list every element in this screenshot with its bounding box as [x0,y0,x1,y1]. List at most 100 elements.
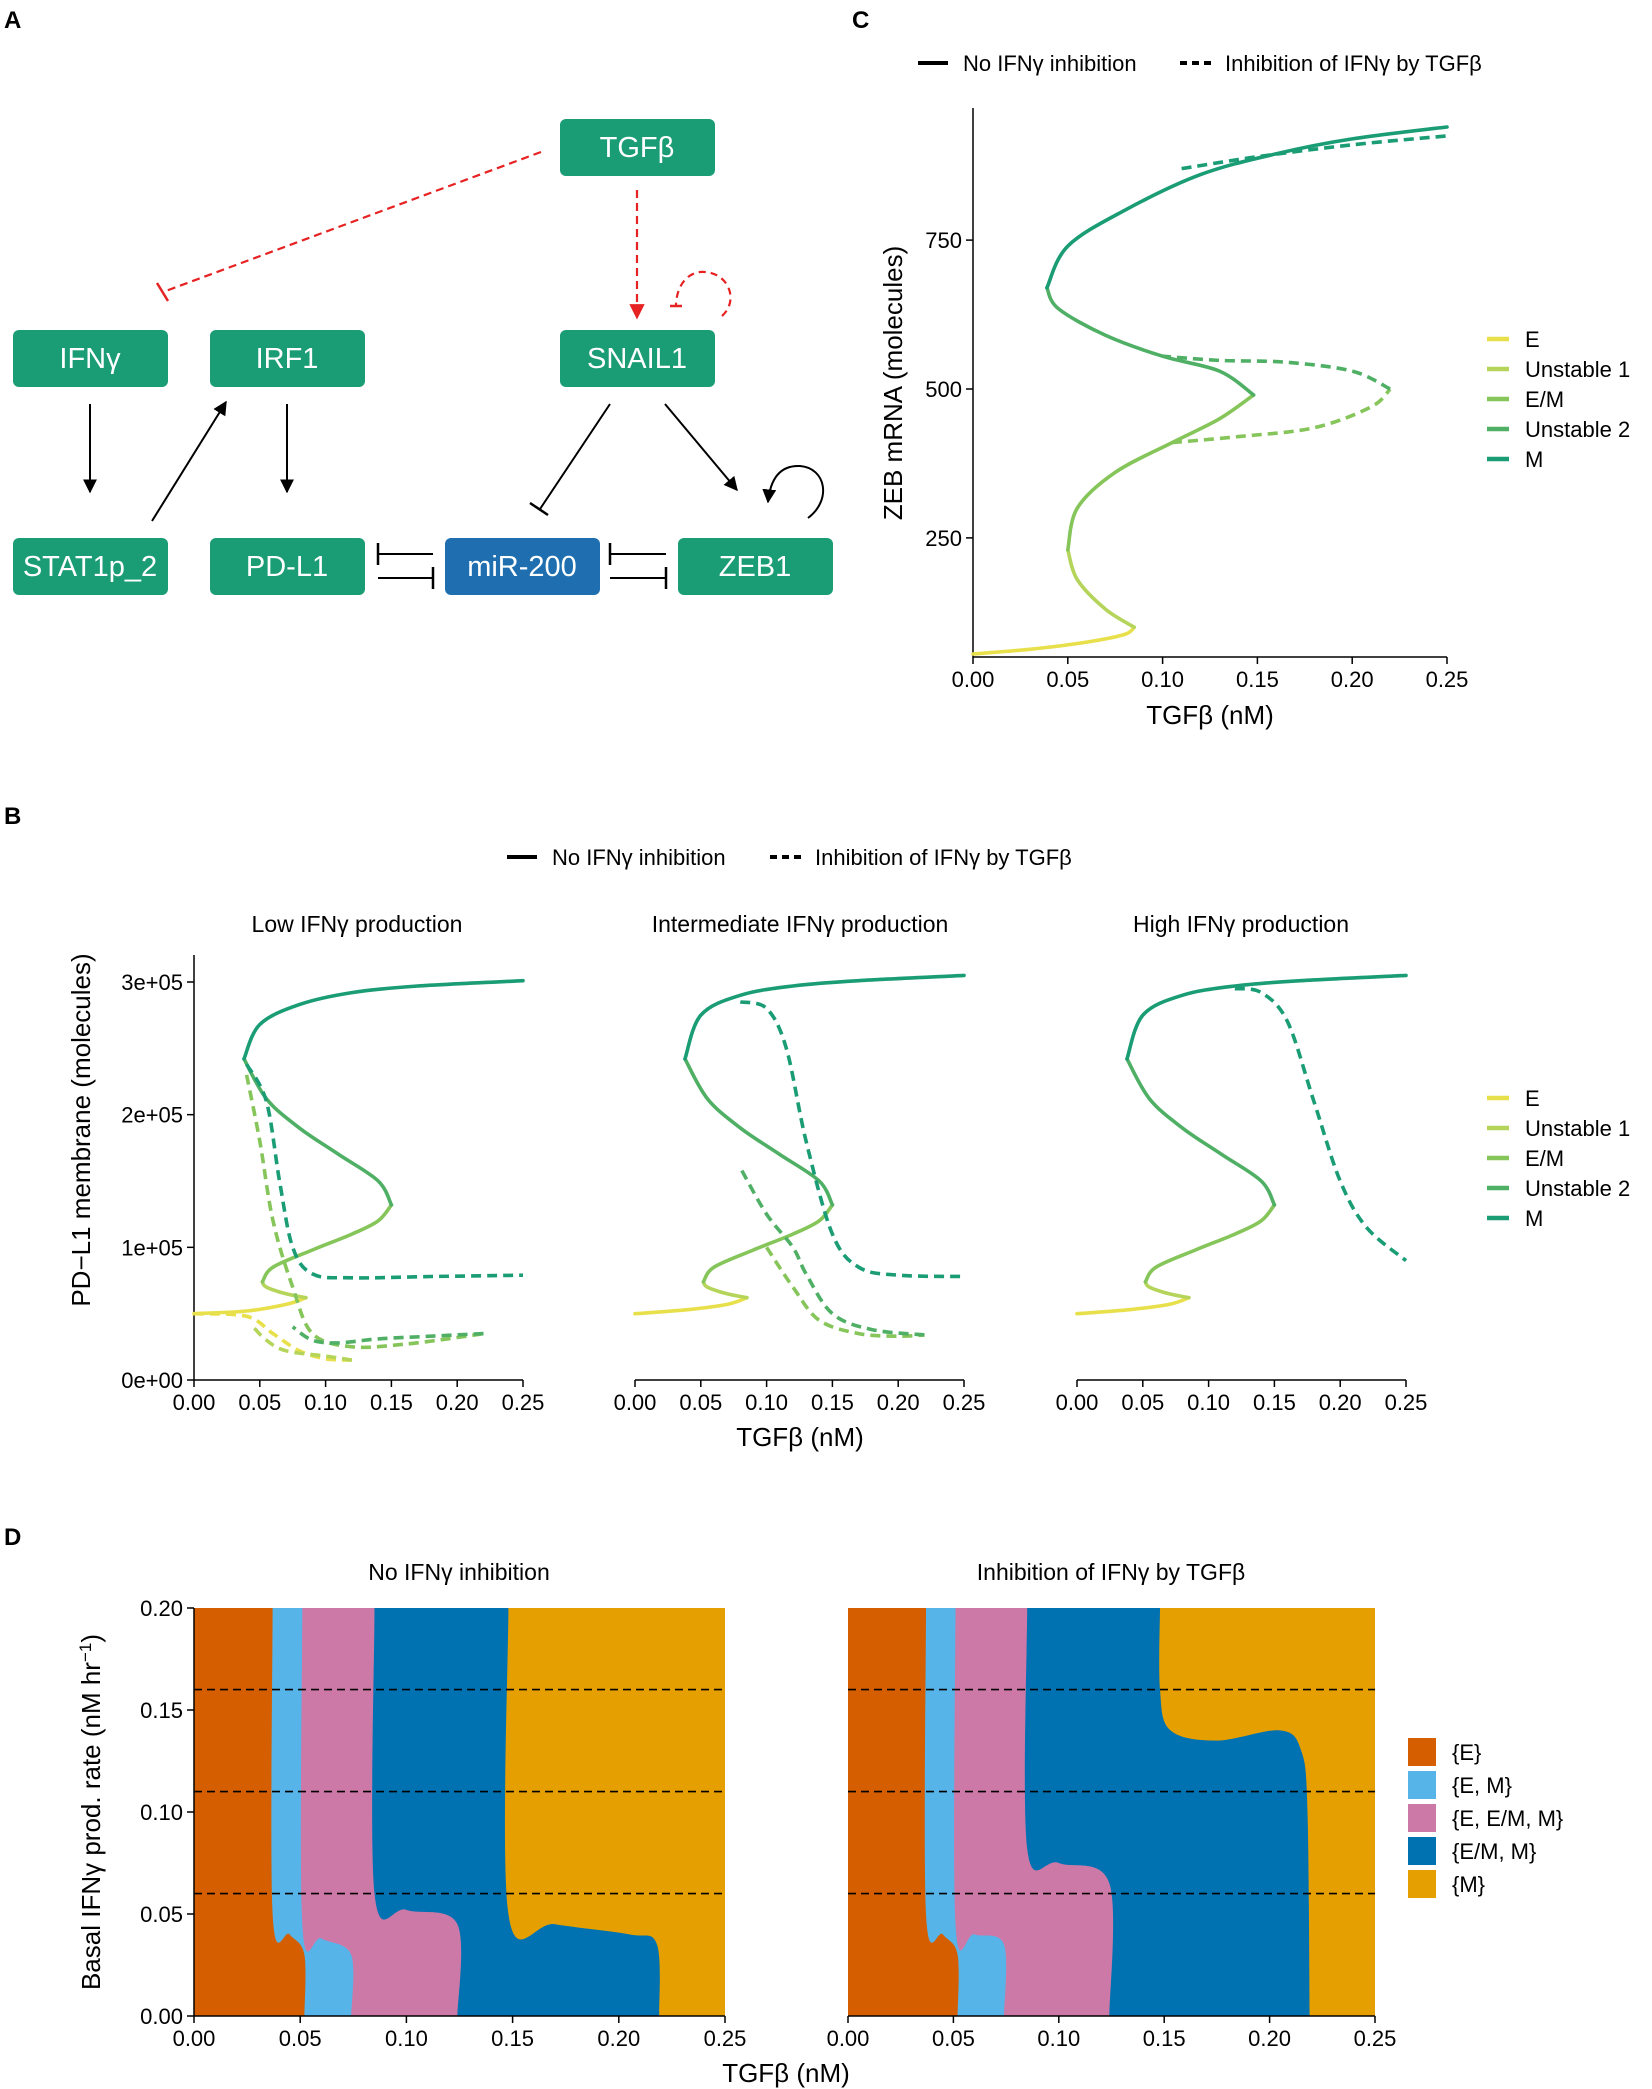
pdl1-facet2-solid-e-m-curve [1143,1203,1277,1284]
panel-b-facet0-xtick-label: 0.10 [304,1390,347,1415]
panel-d-facet1-xtick-label: 0.20 [1248,2026,1291,2051]
legend-swatch-e-e-m-m [1408,1804,1436,1832]
panel-b-facet2-xtick-label: 0.25 [1385,1390,1428,1415]
legend-label-e-e-m-m: {E, E/M, M} [1452,1806,1563,1831]
pdl1-facet1-solid-e-m-curve [701,1203,835,1284]
panel-d-facet-0-regions [194,1608,725,2016]
panel-c-legend-label-m: M [1525,447,1543,472]
node-irf1-label: IRF1 [256,343,319,375]
node-irf1: IRF1 [210,330,365,387]
panel-b-ytick-label: 1e+05 [121,1235,183,1260]
legend-swatch-e [1408,1738,1436,1766]
snail1-mir200-bar [529,501,549,517]
panel-d-facet0-xtick-label: 0.05 [279,2026,322,2051]
legend-label-e-m-m: {E/M, M} [1452,1839,1536,1864]
node-stat1-label: STAT1p_2 [23,551,157,583]
panel-c-linestyle-legend: No IFNγ inhibition Inhibition of IFNγ by… [918,51,1482,76]
panel-b-facet1-xtick-label: 0.20 [877,1390,920,1415]
legend-label-m: {M} [1452,1872,1485,1897]
panel-b-linestyle-legend: No IFNγ inhibition Inhibition of IFNγ by… [507,845,1072,870]
legend-dashed-label: Inhibition of IFNγ by TGFβ [1225,51,1482,76]
panel-d-facet0-xtick-label: 0.00 [173,2026,216,2051]
legend-swatch-e-m-m [1408,1837,1436,1865]
tgfb-ifng-inhibition-edge [162,150,542,294]
panel-b-ytick-label: 0e+00 [121,1368,183,1393]
panel-c-state-legend: E Unstable 1 E/M Unstable 2 M [1487,327,1630,472]
panel-b-ylabel: PD−L1 membrane (molecules) [66,953,96,1306]
pdl1-facet1-dashed-e-m-curve [765,1246,925,1339]
node-pdl1-label: PD-L1 [246,551,328,583]
panel-d-letter: D [4,1524,21,1551]
panel-c-xtick-label: 0.25 [1426,667,1469,692]
region-e [848,1608,959,2016]
node-snail1-label: SNAIL1 [587,343,687,375]
panel-b-facet1-xtick-label: 0.00 [614,1390,657,1415]
region-e [194,1608,306,2016]
panel-c-legend-label-e-m: E/M [1525,387,1564,412]
panel-d-facet1-xtick-label: 0.05 [932,2026,975,2051]
zeb-dashed-m-curve [1181,134,1448,171]
panel-c-legend-label-unstable-2: Unstable 2 [1525,417,1630,442]
pdl1-facet0-solid-unstable-2-curve [242,1057,394,1207]
node-tgfb-label: TGFβ [600,132,675,164]
pdl1-facet0-dashed-unstable-2-curve [291,1325,484,1345]
panel-a-letter: A [4,7,21,34]
node-mir200: miR-200 [445,538,600,595]
panel-b-plot: Low IFNγ production Intermediate IFNγ pr… [121,911,1427,1415]
pdl1-facet0-solid-unstable-1-curve [260,1280,308,1300]
panel-c-xtick-label: 0.00 [952,667,995,692]
snail1-mir200-edge [539,403,611,510]
legend-label-e: {E} [1452,1740,1481,1765]
panel-c-xtick-label: 0.15 [1236,667,1279,692]
zeb-solid-e-curve [971,625,1136,656]
panel-b-facet1-xtick-label: 0.25 [943,1390,986,1415]
node-zeb1-label: ZEB1 [719,551,792,583]
panel-d-ytick-label: 0.15 [140,1698,183,1723]
panel-b-facet2-xtick-label: 0.15 [1253,1390,1296,1415]
zeb-dashed-unstable-2-curve [1162,354,1391,391]
snail1-self-inhibition-edge [674,270,732,317]
panel-b-ytick-label: 3e+05 [121,970,183,995]
panel-c-legend-label-unstable-1: Unstable 1 [1525,357,1630,382]
pdl1-facet0-dashed-m-curve [245,1063,524,1280]
panel-b-facet2-xtick-label: 0.05 [1121,1390,1164,1415]
panel-c-xtick-label: 0.10 [1141,667,1184,692]
panel-d-facet0-xtick-label: 0.25 [704,2026,747,2051]
node-ifng: IFNγ [13,330,168,387]
panel-d-facet1-xtick-label: 0.00 [827,2026,870,2051]
legend-solid-label: No IFNγ inhibition [552,845,726,870]
legend-solid-label: No IFNγ inhibition [963,51,1137,76]
panel-b-facet1-xtick-label: 0.10 [745,1390,788,1415]
legend-swatch-m [1408,1870,1436,1898]
tgfb-ifng-inhibition-bar [155,282,170,302]
zeb1-self-activation-edge [762,464,825,519]
panel-d-plot: 0.00 0.05 0.10 0.15 0.20 0.25 0.00 0.05 0.10 0.15… [140,1596,1396,2051]
node-stat1: STAT1p_2 [13,538,168,595]
panel-d-facet-1-regions [848,1608,1375,2016]
panel-c-ytick-label: 500 [925,377,962,402]
node-mir200-label: miR-200 [467,551,577,583]
legend-dashed-label: Inhibition of IFNγ by TGFβ [815,845,1072,870]
panel-d-xlabel: TGFβ (nM) [722,2058,850,2088]
panel-b-legend-label-unstable-2: Unstable 2 [1525,1176,1630,1201]
pdl1-facet0-dashed-e-curve [193,1311,352,1362]
panel-b-facet0-xtick-label: 0.15 [370,1390,413,1415]
panel-d-facet1-xtick-label: 0.15 [1143,2026,1186,2051]
pdl1-facet0-dashed-e-m-curve [244,1074,484,1350]
panel-d-facet0-xtick-label: 0.20 [597,2026,640,2051]
panel-c-ytick-label: 750 [925,228,962,253]
pdl1-facet2-solid-unstable-1-curve [1143,1280,1191,1300]
facet-title-high: High IFNγ production [1133,911,1349,937]
pdl1-facet2-solid-m-curve [1125,973,1408,1061]
panel-c-letter: C [852,7,869,34]
pdl1-facet2-solid-e-curve [1075,1295,1191,1316]
panel-b-facet1-xtick-label: 0.15 [811,1390,854,1415]
node-pdl1: PD-L1 [210,538,365,595]
pdl1-facet2-solid-unstable-2-curve [1125,1057,1277,1207]
panel-b-facet2-xtick-label: 0.20 [1319,1390,1362,1415]
panel-d-facet1-xtick-label: 0.25 [1354,2026,1397,2051]
panel-d-region-legend: {E} {E, M} {E, E/M, M} {E/M, M} {M} [1408,1738,1563,1898]
pdl1-facet1-solid-e-curve [633,1295,749,1316]
panel-d-facet1-xtick-label: 0.10 [1037,2026,1080,2051]
